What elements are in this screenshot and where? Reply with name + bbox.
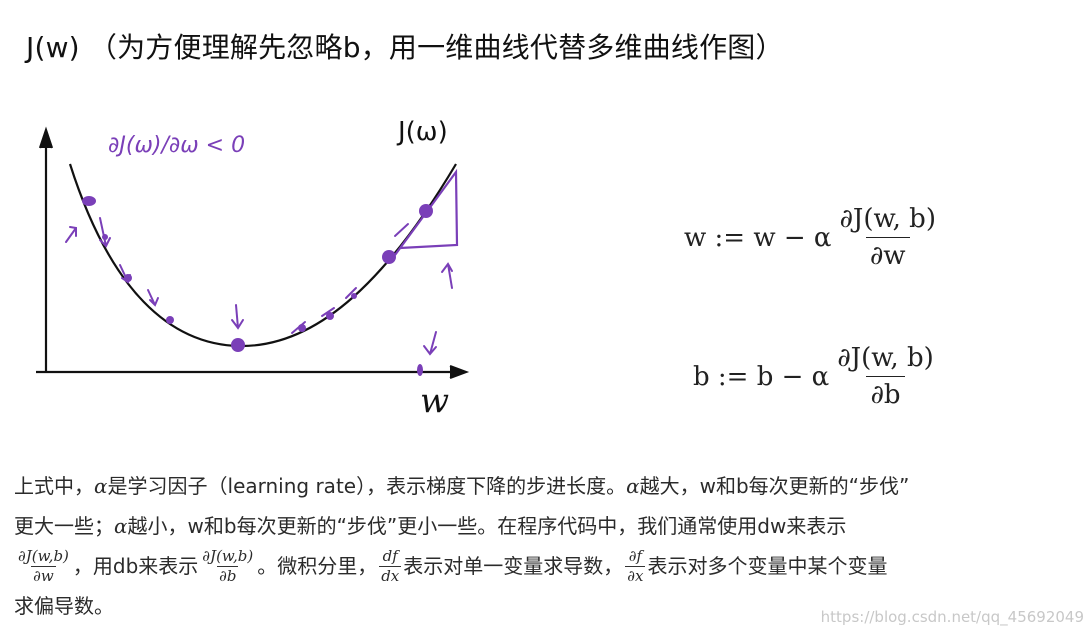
paragraph-line-2: 更大一些； α 越小，w和b每次更新的“步伐”更小一些。在程序代码中，我们通常使… [14, 506, 1086, 546]
w-update-equation: w := w − α ∂J(w, b) ∂w [684, 204, 940, 271]
alpha-symbol: α [94, 474, 108, 498]
x-axis-label: w [420, 381, 449, 421]
paragraph-line-4: 求偏导数。 [14, 586, 1086, 626]
paragraph-line-1: 上式中， α 是学习因子（learning rate），表示梯度下降的步进长度。… [14, 466, 1086, 506]
alpha-symbol: α [626, 474, 640, 498]
fraction-numerator: ∂f [628, 546, 643, 565]
curve-label: J(ω) [396, 117, 448, 147]
text-segment: 求偏导数。 [14, 594, 114, 618]
paragraph-line-3: ∂J(w,b) ∂w ，用db来表示 ∂J(w,b) ∂b 。微积分里， df … [14, 546, 1086, 586]
fraction-denominator: ∂b [217, 565, 239, 585]
fraction-denominator: ∂x [625, 565, 646, 585]
step-arrows [65, 217, 453, 356]
text-segment: 是学习因子（learning rate），表示梯度下降的步进长度。 [107, 474, 627, 498]
b-update-fraction: ∂J(w, b) ∂b [833, 343, 938, 410]
w-update-numerator: ∂J(w, b) [839, 204, 936, 234]
text-segment: 更大一些； [14, 514, 114, 538]
fraction-numerator: df [382, 546, 398, 565]
w-update-lhs: w := w − α [684, 222, 832, 253]
explanation-paragraph: 上式中， α 是学习因子（learning rate），表示梯度下降的步进长度。… [14, 466, 1086, 626]
cost-curve [68, 163, 457, 348]
b-update-lhs: b := b − α [693, 361, 830, 392]
fraction-numerator: ∂J(w,b) [202, 546, 254, 565]
text-segment: 表示对多个变量中某个变量 [647, 554, 888, 578]
text-segment: 越大，w和b每次更新的“步伐” [639, 474, 910, 498]
inline-fraction-dw: ∂J(w,b) ∂w [16, 546, 71, 585]
text-segment: 越小，w和b每次更新的“步伐”更小一些。在程序代码中，我们通常使用dw来表示 [127, 514, 847, 538]
text-segment: 上式中， [14, 474, 94, 498]
gradient-descent-figure: ∂J(ω)/∂ω < 0 J(ω) w [36, 117, 470, 421]
w-update-denominator: ∂w [865, 237, 910, 271]
descent-points [82, 196, 433, 376]
w-update-fraction: ∂J(w, b) ∂w [835, 204, 940, 271]
watermark: https://blog.csdn.net/qq_45692049 [820, 608, 1084, 626]
inline-fraction-partial-f: ∂f ∂x [625, 546, 646, 585]
fraction-numerator: ∂J(w,b) [18, 546, 69, 565]
text-segment: 。微积分里， [257, 554, 378, 578]
text-segment: 表示对单一变量求导数， [403, 554, 624, 578]
inline-fraction-df-dx: df dx [379, 546, 402, 585]
page-title: J(w) （为方便理解先忽略b，用一维曲线代替多维曲线作图） [26, 31, 784, 64]
alpha-symbol: α [114, 514, 128, 538]
derivative-note: ∂J(ω)/∂ω < 0 [108, 133, 245, 158]
b-update-denominator: ∂b [866, 376, 905, 410]
fraction-denominator: ∂w [31, 565, 56, 585]
axes [36, 126, 470, 380]
b-update-equation: b := b − α ∂J(w, b) ∂b [693, 343, 938, 410]
text-segment: ，用db来表示 [72, 554, 199, 578]
fraction-denominator: dx [379, 565, 402, 585]
b-update-numerator: ∂J(w, b) [837, 343, 934, 373]
inline-fraction-db: ∂J(w,b) ∂b [200, 546, 255, 585]
